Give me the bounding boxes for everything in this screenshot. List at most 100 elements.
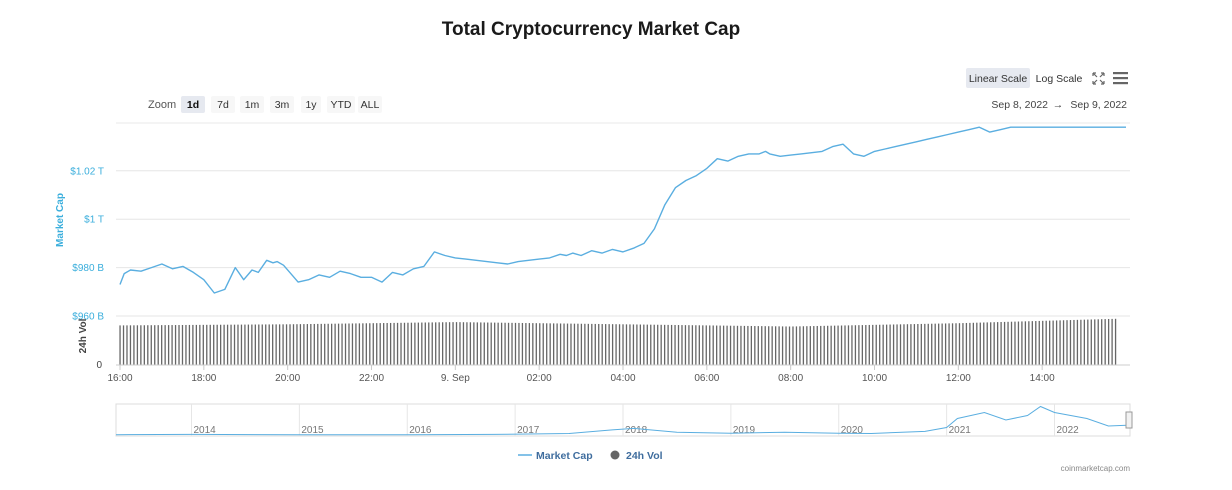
volume-bar: [1049, 320, 1051, 365]
navigator[interactable]: 2014 2015 2016 2017 2018 2019 2020 2021 2022: [115, 403, 1133, 437]
volume-bar: [879, 324, 881, 365]
zoom-button-all[interactable]: ALL: [358, 96, 382, 113]
volume-bar: [462, 322, 465, 365]
zoom-button-1y[interactable]: 1y: [301, 96, 321, 113]
volume-bar: [337, 323, 340, 365]
volume-bar: [213, 324, 215, 365]
volume-bar: [577, 323, 579, 365]
volume-bar: [1003, 321, 1006, 365]
zoom-button-1m[interactable]: 1m: [240, 96, 264, 113]
legend-item-market-cap[interactable]: Market Cap: [518, 450, 593, 462]
navigator-tick-label: 2015: [301, 425, 324, 436]
volume-bar: [920, 323, 922, 365]
volume-bar: [1007, 321, 1009, 365]
linear-scale-button-bg[interactable]: [966, 68, 1030, 88]
zoom-button-ytd[interactable]: YTD: [327, 96, 355, 113]
volume-bar: [1052, 320, 1054, 365]
volume-bar: [990, 322, 992, 365]
zoom-button-3m[interactable]: 3m: [270, 96, 294, 113]
volume-bar: [230, 324, 232, 365]
zoom-button-bg[interactable]: [181, 96, 205, 113]
volume-bar: [1035, 321, 1037, 365]
legend-label-market-cap: Market Cap: [536, 450, 593, 462]
legend-item-volume[interactable]: 24h Vol: [610, 450, 663, 462]
volume-bar: [351, 323, 354, 365]
x-tick-label: 16:00: [107, 373, 132, 384]
volume-bar: [219, 324, 222, 365]
zoom-button-bg[interactable]: [358, 96, 382, 113]
volume-bar: [795, 326, 798, 365]
volume-bar: [296, 324, 298, 365]
volume-bar: [507, 322, 510, 365]
volume-bar: [851, 325, 853, 365]
zoom-button-label[interactable]: 1m: [245, 99, 260, 111]
volume-bar: [261, 324, 263, 365]
fullscreen-icon[interactable]: [1092, 72, 1105, 85]
volume-bar: [379, 323, 381, 365]
volume-bar: [761, 326, 763, 365]
zoom-button-label[interactable]: ALL: [361, 99, 380, 111]
zoom-button-label[interactable]: 7d: [217, 99, 229, 111]
volume-bar: [885, 324, 888, 365]
market-cap-line: [119, 126, 1126, 294]
volume-bar: [1107, 318, 1110, 365]
navigator-handle[interactable]: [1125, 411, 1133, 429]
volume-bar: [927, 323, 929, 365]
volume-bar: [514, 322, 517, 365]
volume-bar: [1083, 319, 1086, 365]
volume-bar: [844, 325, 846, 365]
zoom-button-bg[interactable]: [211, 96, 235, 113]
range-from[interactable]: Sep 8, 2022: [991, 99, 1048, 111]
volume-bar: [164, 325, 166, 365]
volume-bar: [605, 324, 607, 365]
volume-bar: [1101, 319, 1103, 365]
volume-bar: [837, 325, 839, 365]
volume-bar: [466, 322, 468, 365]
volume-bar: [663, 324, 666, 365]
linear-scale-button[interactable]: Linear Scale: [969, 73, 1028, 85]
volume-bar: [119, 325, 121, 365]
credit-link[interactable]: coinmarketcap.com: [1061, 464, 1131, 473]
volume-bar: [358, 323, 361, 365]
volume-bar: [362, 323, 364, 365]
zoom-button-label[interactable]: 3m: [275, 99, 290, 111]
zoom-button-bg[interactable]: [270, 96, 294, 113]
volume-bar: [1073, 319, 1075, 365]
hamburger-menu-icon[interactable]: [1113, 72, 1128, 85]
navigator-tick-label: 2016: [409, 425, 432, 436]
zoom-button-label[interactable]: 1y: [305, 99, 317, 111]
volume-bar: [386, 322, 388, 365]
zoom-button-label[interactable]: YTD: [331, 99, 352, 111]
zoom-button-1d[interactable]: 1d: [181, 96, 205, 113]
volume-bar: [1055, 320, 1058, 365]
volume-bar: [1062, 320, 1065, 365]
zoom-button-bg[interactable]: [327, 96, 355, 113]
volume-bar: [226, 324, 229, 365]
volume-bar: [813, 326, 815, 365]
volume-bar: [480, 322, 482, 365]
volume-bar: [584, 323, 586, 365]
volume-bar: [740, 325, 742, 365]
volume-bar: [282, 324, 284, 365]
volume-bar: [317, 323, 319, 365]
volume-bar: [334, 323, 336, 365]
zoom-button-7d[interactable]: 7d: [211, 96, 235, 113]
zoom-button-bg[interactable]: [301, 96, 321, 113]
log-scale-button[interactable]: Log Scale: [1036, 73, 1083, 85]
volume-bar: [688, 325, 690, 365]
volume-bar: [171, 325, 173, 365]
volume-bar: [570, 323, 572, 365]
volume-bar: [962, 323, 964, 365]
volume-bar: [441, 322, 444, 365]
volume-bar: [320, 323, 322, 365]
zoom-button-bg[interactable]: [240, 96, 264, 113]
volume-bar: [750, 325, 753, 365]
volume-bar: [206, 324, 208, 365]
volume-bar: [816, 325, 818, 365]
volume-bar: [209, 324, 211, 365]
volume-bar: [1097, 319, 1099, 365]
navigator-series: [115, 405, 1131, 436]
zoom-button-label[interactable]: 1d: [187, 99, 199, 111]
volume-bar: [233, 324, 236, 365]
range-to[interactable]: Sep 9, 2022: [1070, 99, 1127, 111]
